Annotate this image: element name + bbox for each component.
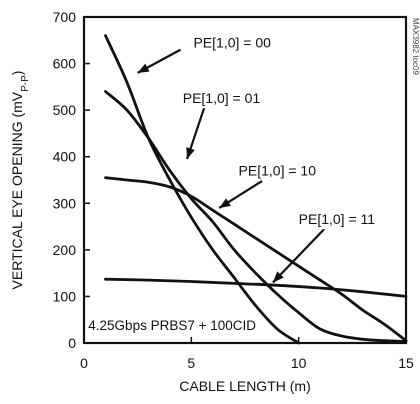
legend-label-bg bbox=[179, 89, 264, 109]
series-line-pe-11 bbox=[104, 277, 408, 298]
leader-arrowhead-pe-01 bbox=[186, 147, 195, 160]
x-tick-label: 10 bbox=[291, 355, 307, 371]
leader-arrowhead-pe-11 bbox=[272, 271, 284, 283]
y-tick-label: 400 bbox=[53, 149, 77, 165]
legend-label-pe-11: PE[1,0] = 11 bbox=[299, 211, 376, 227]
leader-arrowhead-pe-10 bbox=[219, 198, 231, 208]
x-axis-title: CABLE LENGTH (m) bbox=[179, 378, 310, 394]
leader-line-pe-11 bbox=[272, 228, 326, 284]
legend-label-bg bbox=[190, 33, 275, 53]
y-axis-title: VERTICAL EYE OPENING (mVP-P) bbox=[9, 71, 31, 290]
figure-code: MAX3982 toc09 bbox=[411, 18, 420, 75]
series-line-pe-01 bbox=[104, 90, 408, 343]
y-axis-title-main: VERTICAL EYE OPENING (mV bbox=[9, 91, 25, 289]
y-tick-label: 300 bbox=[53, 195, 77, 211]
y-axis-title-close: ) bbox=[9, 71, 25, 76]
y-tick-label: 700 bbox=[53, 9, 77, 25]
x-tick-label: 0 bbox=[80, 355, 88, 371]
curves-layer bbox=[104, 34, 408, 345]
condition-label: 4.25Gbps PRBS7 + 100CID bbox=[88, 318, 256, 333]
legend-label-pe-10: PE[1,0] = 10 bbox=[239, 162, 317, 178]
y-tick-label: 200 bbox=[53, 242, 77, 258]
x-tick-label: 5 bbox=[187, 355, 195, 371]
labels-layer: 0 5 10 15 0 100 200 300 400 500 600 700 PE[1,0] = 00… bbox=[53, 9, 414, 371]
legend-label-bg bbox=[235, 161, 320, 181]
x-tick-label: 15 bbox=[398, 355, 414, 371]
plot-frame bbox=[82, 15, 408, 345]
series-line-pe-10 bbox=[104, 176, 408, 343]
leader-arrowhead-pe-00 bbox=[137, 63, 150, 73]
y-tick-label: 500 bbox=[53, 102, 77, 118]
y-tick-label: 0 bbox=[68, 335, 76, 351]
legend-label-pe-00: PE[1,0] = 00 bbox=[193, 34, 271, 50]
series-line-pe-00 bbox=[104, 34, 301, 345]
leaders-layer bbox=[137, 48, 326, 284]
legend-label-bg bbox=[295, 210, 379, 230]
y-tick-label: 100 bbox=[53, 288, 77, 304]
legend-label-pe-01: PE[1,0] = 01 bbox=[183, 90, 261, 106]
y-tick-label: 600 bbox=[53, 56, 77, 72]
y-axis-title-sub: P-P bbox=[20, 75, 31, 92]
